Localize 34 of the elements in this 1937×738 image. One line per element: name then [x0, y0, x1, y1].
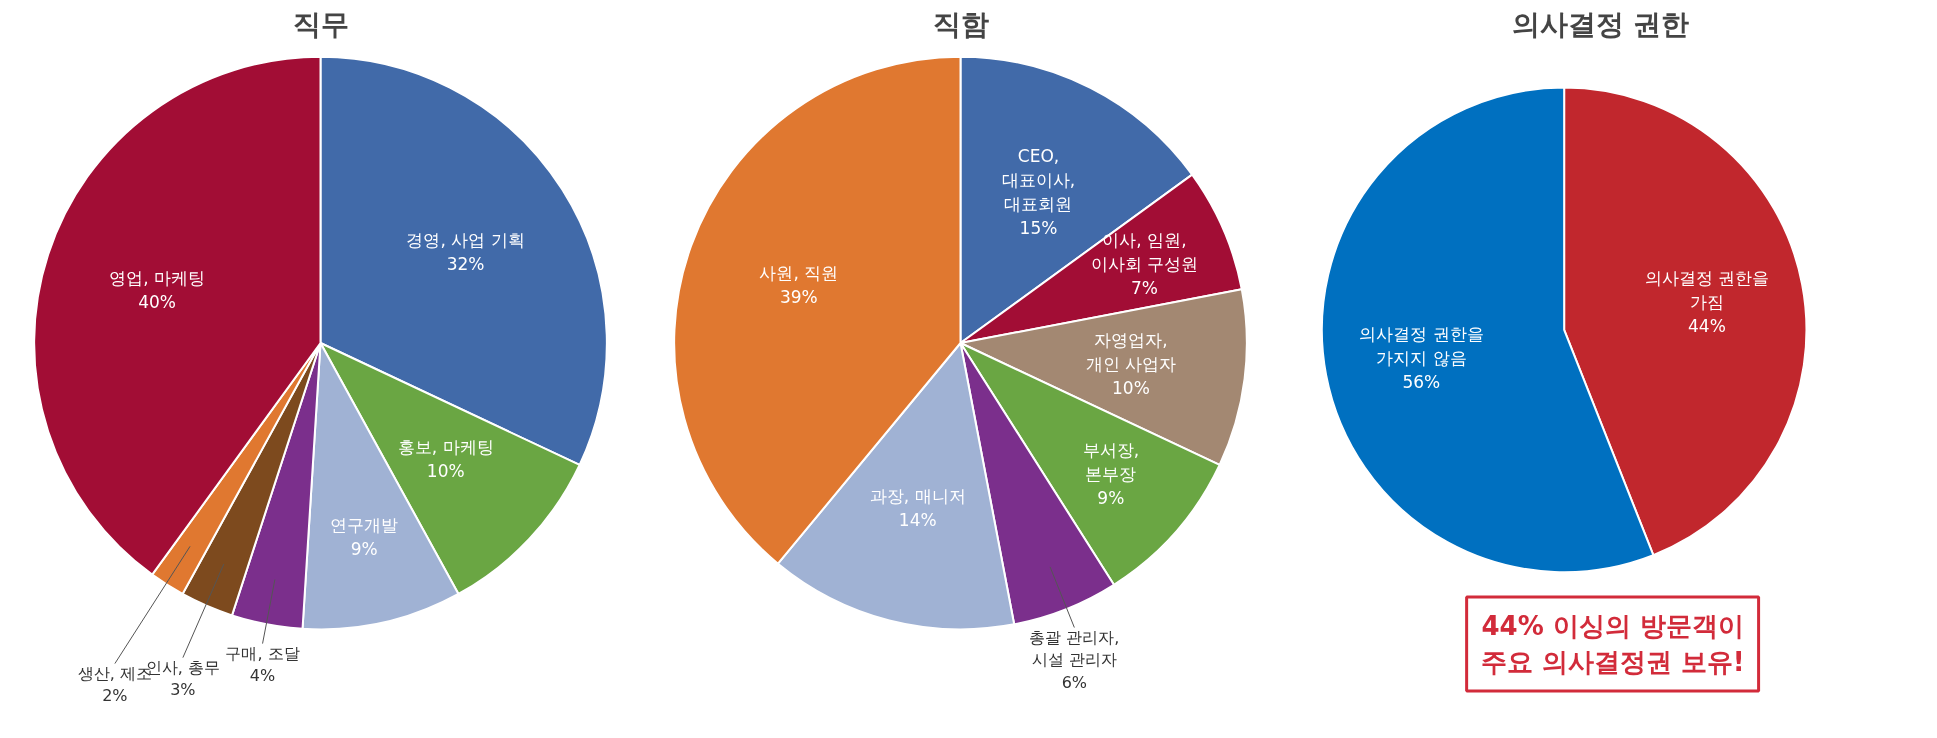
data-label: 15% [1019, 217, 1058, 238]
slice-label: 구매, 조달 [225, 643, 300, 663]
data-label: 3% [170, 680, 196, 700]
data-label: 44% [1688, 316, 1726, 337]
data-label: 10% [426, 461, 465, 482]
data-label: 56% [1402, 371, 1441, 392]
slice-label: 연구개발 [330, 514, 399, 535]
slice-label: 홍보, 마케팅 [397, 437, 494, 458]
slice-label: 부서장, 본부장 [1082, 440, 1140, 485]
chart-title: 직무 [292, 7, 349, 41]
data-label: 10% [1112, 378, 1150, 399]
text: 44% 이싱의 방문객이 주요 의사결정권 보유! [1480, 610, 1745, 677]
slice-label: 영업, 마케팅 [109, 268, 205, 289]
data-label: 4% [249, 666, 276, 686]
slice-label: 과장, 매니저 [869, 485, 966, 506]
slice-label: 의사결정 권한을 가지지 않음 [1359, 323, 1484, 368]
data-label: 40% [138, 292, 176, 313]
slice-label: 총괄 관리자, 시설 관리자 [1029, 627, 1120, 670]
slice-label: 이사, 임원, 이사회 구성원 [1090, 230, 1199, 275]
slice-label: 사원, 직원 [759, 263, 839, 284]
data-label: 7% [1130, 278, 1158, 299]
chart-title: 직함 [932, 7, 989, 41]
data-label: 2% [102, 686, 128, 706]
slice-label: 자영업자, 개인 사업자 [1085, 330, 1177, 375]
slice-label: 의사결정 권한을 가짐 [1644, 268, 1770, 313]
data-label: 39% [779, 287, 818, 308]
data-label: 14% [898, 509, 937, 530]
slice-label: CEO, 대표이사, 대표회원 [1001, 145, 1076, 214]
data-label: 32% [446, 253, 485, 274]
data-label: 9% [1097, 488, 1125, 509]
data-label: 6% [1061, 673, 1088, 693]
slice-label: 경영, 사업 기획 [406, 229, 525, 250]
chart-title: 의사결정 권한 [1511, 7, 1690, 41]
data-label: 9% [350, 538, 378, 559]
